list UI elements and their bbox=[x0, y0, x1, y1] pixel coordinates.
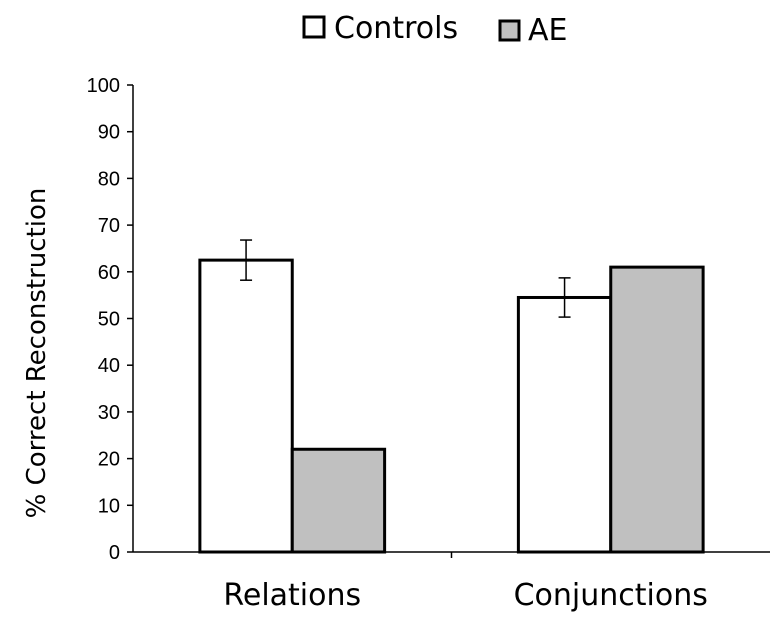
y-axis-label: % Correct Reconstruction bbox=[22, 188, 52, 519]
x-category-label: Relations bbox=[223, 578, 361, 613]
legend: Controls AE bbox=[302, 11, 567, 48]
bar-controls-relations bbox=[198, 258, 294, 554]
y-axis: 0 10 20 30 40 50 60 70 80 90 100 bbox=[87, 75, 134, 564]
x-axis: Relations Conjunctions bbox=[133, 551, 770, 613]
y-tick-label: 20 bbox=[98, 449, 120, 471]
legend-swatch-ae bbox=[498, 19, 521, 42]
y-tick-label: 30 bbox=[98, 402, 120, 424]
y-tick-label: 10 bbox=[98, 495, 120, 517]
legend-label-controls: Controls bbox=[334, 11, 458, 46]
y-tick-label: 100 bbox=[87, 75, 120, 97]
y-tick-label: 60 bbox=[98, 262, 120, 284]
legend-swatch-controls bbox=[302, 15, 326, 39]
x-category-label: Conjunctions bbox=[514, 578, 708, 613]
bar-ae-conjunctions bbox=[609, 265, 705, 554]
legend-label-ae: AE bbox=[528, 13, 567, 48]
bar-controls-conjunctions bbox=[516, 295, 613, 554]
bar-ae-relations bbox=[290, 447, 387, 554]
y-tick-label: 80 bbox=[98, 168, 120, 190]
y-tick-label: 0 bbox=[109, 542, 120, 564]
y-tick-label: 40 bbox=[98, 355, 120, 377]
y-tick-label: 50 bbox=[98, 309, 120, 331]
error-bars bbox=[240, 239, 571, 318]
y-tick-label: 70 bbox=[98, 215, 120, 237]
bars bbox=[198, 258, 705, 554]
y-tick-label: 90 bbox=[98, 122, 120, 144]
